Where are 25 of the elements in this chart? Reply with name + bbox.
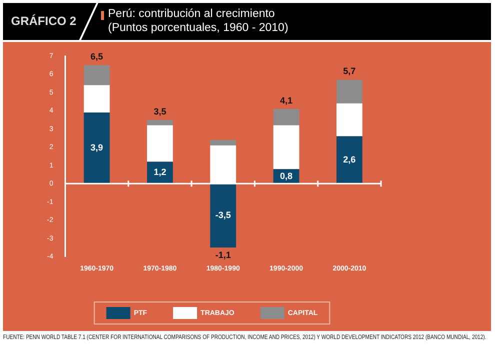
bar: [147, 120, 173, 126]
data-label: 2,6: [343, 154, 356, 164]
bar: [273, 108, 300, 126]
text: GRÁFICO 2: [11, 14, 76, 28]
bar: [210, 184, 236, 248]
bar: [336, 136, 362, 184]
bar: [84, 112, 110, 184]
chart-subtitle: (Puntos porcentuales, 1960 - 2010): [108, 21, 288, 35]
bar: [336, 80, 362, 104]
bar: [210, 140, 236, 146]
bar: [84, 85, 110, 113]
total-label: 6,5: [90, 52, 104, 62]
bar: [336, 103, 362, 136]
total-label: 3,5: [154, 106, 166, 116]
data-label: 1,2: [154, 167, 166, 178]
chart-title: Perú: contribución al crecimiento: [108, 7, 276, 21]
bar: [147, 125, 173, 162]
data-label: -3,5: [215, 210, 231, 220]
bar: [84, 65, 110, 86]
total-label: 5,7: [343, 66, 356, 76]
total-label: -1,1: [215, 250, 231, 260]
total-label: 4,1: [280, 95, 293, 106]
bar: [273, 125, 300, 170]
data-label: 3,9: [90, 142, 104, 153]
data-label: 0,8: [280, 170, 293, 181]
